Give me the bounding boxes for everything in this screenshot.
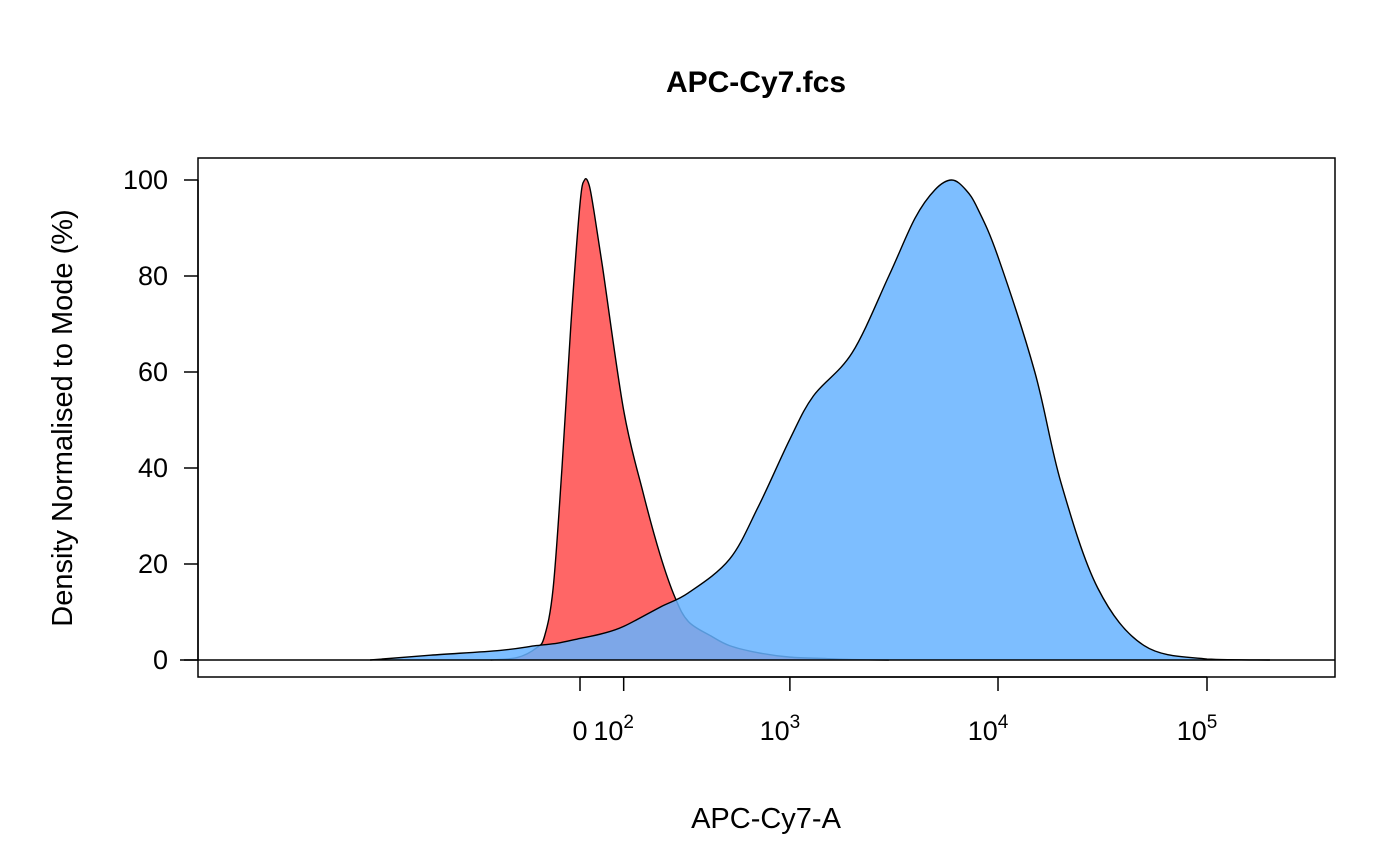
y-axis: 0 20 40 60 80 100	[123, 165, 199, 675]
x-tick-label: 0	[572, 716, 587, 746]
y-tick-label: 0	[153, 645, 168, 675]
series-area-1	[490, 178, 889, 660]
x-tick-label: 103	[760, 712, 801, 746]
series-area-2	[370, 180, 1270, 660]
y-tick-label: 80	[138, 261, 168, 291]
series-outline-2	[370, 179, 1270, 661]
y-axis-label: Density Normalised to Mode (%)	[47, 209, 79, 626]
x-axis-label: APC-Cy7-A	[691, 803, 842, 835]
x-tick-label: 102	[593, 712, 634, 746]
y-tick-label: 20	[138, 549, 168, 579]
x-axis: 0 102 103 104 105	[572, 676, 1218, 746]
y-tick-label: 40	[138, 453, 168, 483]
y-tick-label: 100	[123, 165, 168, 195]
chart-title: APC-Cy7.fcs	[666, 66, 846, 99]
x-tick-label: 104	[968, 712, 1009, 746]
plot-series	[370, 178, 1270, 661]
x-tick-label: 105	[1177, 712, 1218, 746]
y-tick-label: 60	[138, 357, 168, 387]
